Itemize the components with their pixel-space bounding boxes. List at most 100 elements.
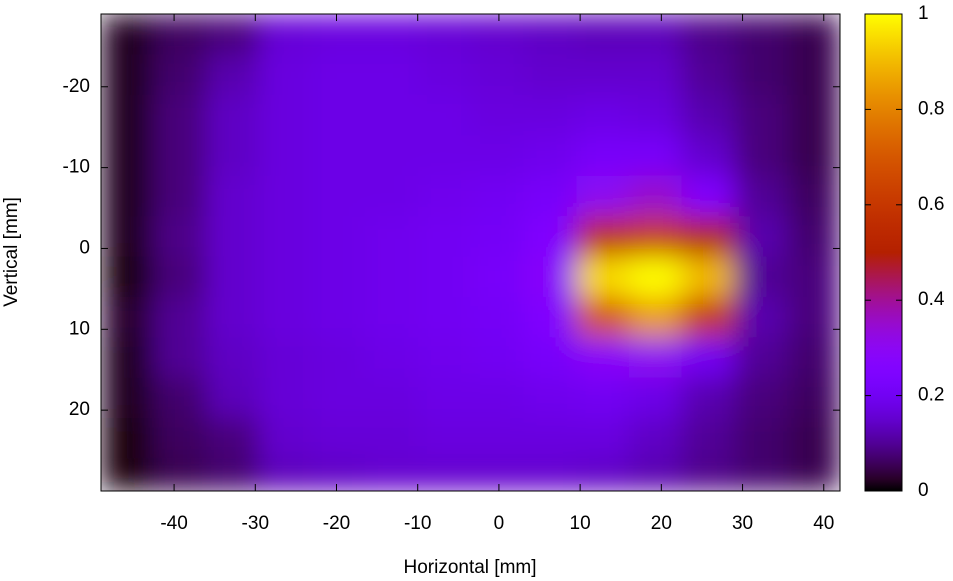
heat-cell xyxy=(523,418,577,460)
heat-cell xyxy=(628,175,683,217)
heat-cell xyxy=(628,418,683,460)
heat-cell xyxy=(259,458,313,491)
heat-cell xyxy=(206,256,260,298)
heat-cell xyxy=(101,337,155,379)
heat-cell xyxy=(523,256,577,298)
heat-cell xyxy=(628,377,683,419)
heat-cell xyxy=(206,337,260,379)
heat-cell xyxy=(101,94,155,136)
heat-cell xyxy=(312,216,366,258)
heat-cell xyxy=(101,256,155,298)
heat-cell xyxy=(206,216,260,258)
heat-cell xyxy=(364,14,419,55)
x-axis-label: Horizontal [mm] xyxy=(403,557,536,578)
heat-cell xyxy=(417,135,471,177)
plot-frame xyxy=(100,13,841,492)
heat-cell xyxy=(417,175,471,217)
x-tick-label: 10 xyxy=(570,513,591,534)
heat-cell xyxy=(523,94,577,136)
heat-cell xyxy=(417,216,471,258)
heat-cell xyxy=(206,377,260,419)
heat-cell xyxy=(259,175,313,217)
heat-cell xyxy=(787,175,840,217)
heat-cell xyxy=(787,377,840,419)
heat-cell xyxy=(681,458,735,491)
heat-cell xyxy=(470,377,524,419)
heat-cell xyxy=(681,296,735,338)
heat-cell xyxy=(417,54,471,96)
heat-cell xyxy=(153,377,208,419)
colorbar-tick-label: 1 xyxy=(918,3,929,24)
heat-cell xyxy=(312,418,366,460)
colorbar xyxy=(864,13,903,492)
heat-cell xyxy=(470,458,524,491)
x-tick-label: 40 xyxy=(813,513,834,534)
heat-cell xyxy=(364,377,419,419)
heat-cell xyxy=(681,418,735,460)
heat-cell xyxy=(364,54,419,96)
heat-cell xyxy=(364,296,419,338)
heat-cell xyxy=(523,296,577,338)
heat-cell xyxy=(576,175,630,217)
heat-cell xyxy=(628,337,683,379)
heat-cell xyxy=(153,296,208,338)
heat-cell xyxy=(628,135,683,177)
y-tick-label: 10 xyxy=(69,318,90,339)
colorbar-tick-label: 0.8 xyxy=(918,98,944,119)
heat-cell xyxy=(787,135,840,177)
heat-cell xyxy=(259,377,313,419)
heat-cell xyxy=(312,256,366,298)
heat-cell xyxy=(576,256,630,298)
y-tick-label: -20 xyxy=(63,76,90,97)
heat-cell xyxy=(523,216,577,258)
x-tick-label: -30 xyxy=(242,513,269,534)
heat-cell xyxy=(101,14,155,55)
heat-cell xyxy=(576,14,630,55)
heat-cell xyxy=(576,418,630,460)
heat-cell xyxy=(206,14,260,55)
heat-cell xyxy=(787,418,840,460)
heatmap xyxy=(101,14,840,491)
heat-cell xyxy=(364,175,419,217)
heat-cell xyxy=(101,418,155,460)
heat-cell xyxy=(101,135,155,177)
heat-cell xyxy=(364,94,419,136)
heat-cell xyxy=(470,216,524,258)
heat-cell xyxy=(417,458,471,491)
heat-cell xyxy=(681,337,735,379)
heat-cell xyxy=(523,54,577,96)
heat-cell xyxy=(312,135,366,177)
heat-cell xyxy=(312,14,366,55)
heat-cell xyxy=(364,256,419,298)
heat-cell xyxy=(470,418,524,460)
heat-cell xyxy=(628,14,683,55)
heat-cell xyxy=(628,216,683,258)
heat-cell xyxy=(628,458,683,491)
x-tick-label: 30 xyxy=(732,513,753,534)
heat-cell xyxy=(787,458,840,491)
heat-cell xyxy=(787,14,840,55)
heat-cell xyxy=(259,135,313,177)
heat-cell xyxy=(470,54,524,96)
heat-cell xyxy=(734,337,788,379)
heat-cell xyxy=(628,256,683,298)
heat-cell xyxy=(153,14,208,55)
heat-cell xyxy=(734,296,788,338)
heat-cell xyxy=(576,377,630,419)
heat-cell xyxy=(470,296,524,338)
x-tick-label: -40 xyxy=(160,513,187,534)
heat-cell xyxy=(734,14,788,55)
heat-cell xyxy=(576,216,630,258)
heat-cell xyxy=(681,256,735,298)
heat-cell xyxy=(417,94,471,136)
heat-cell xyxy=(364,337,419,379)
heat-cell xyxy=(470,175,524,217)
heat-cell xyxy=(628,296,683,338)
y-axis-label: Vertical [mm] xyxy=(1,197,22,307)
heat-cell xyxy=(312,377,366,419)
heat-cell xyxy=(206,94,260,136)
heat-cell xyxy=(101,296,155,338)
heat-cell xyxy=(259,216,313,258)
heat-cell xyxy=(576,296,630,338)
